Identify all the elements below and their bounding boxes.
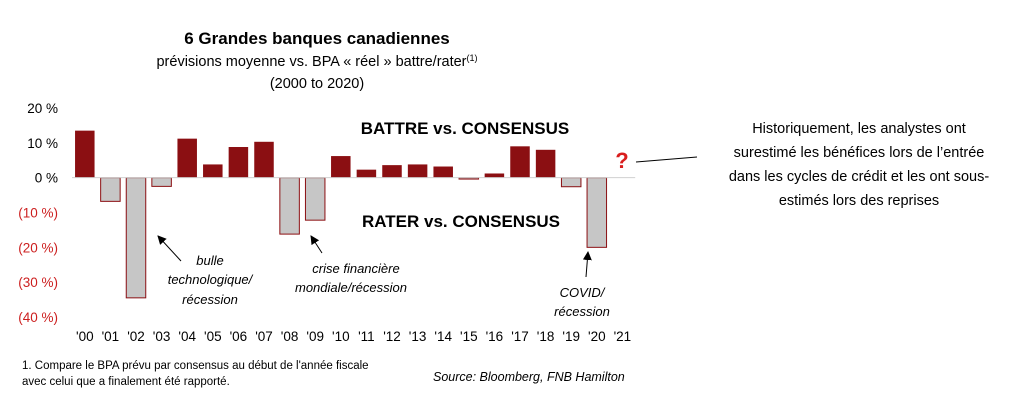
- annotation-bubble-2: technologique/: [168, 272, 254, 287]
- bar: [484, 173, 505, 178]
- side-note-line-1: Historiquement, les analystes ont: [752, 121, 966, 137]
- x-tick-label: '09: [306, 329, 324, 344]
- bar: [433, 166, 453, 178]
- bar: [382, 165, 402, 178]
- y-tick-label: (40 %): [18, 310, 58, 325]
- y-tick-label: 20 %: [27, 101, 58, 116]
- source-note: Source: Bloomberg, FNB Hamilton: [433, 370, 625, 384]
- x-tick-label: '08: [281, 329, 299, 344]
- bar: [510, 146, 530, 178]
- annotation-crisis-1: crise financière: [312, 261, 399, 276]
- annotation-crisis-2: mondiale/récession: [295, 280, 407, 295]
- annotation-covid-1: COVID/: [560, 285, 606, 300]
- side-note-line-2: surestimé les bénéfices lors de l’entrée: [734, 145, 985, 161]
- bars: [75, 130, 608, 299]
- bar: [407, 164, 428, 178]
- x-tick-label: '07: [255, 329, 273, 344]
- side-note-line-4: estimés lors des reprises: [779, 193, 939, 209]
- x-tick-label: '14: [434, 329, 452, 344]
- bar: [535, 149, 556, 178]
- footnote-line-2: avec celui que a finalement été rapporté…: [22, 376, 230, 388]
- x-tick-label: '21: [614, 329, 632, 344]
- bar: [356, 169, 377, 178]
- bar: [279, 177, 300, 235]
- covid-arrow: [582, 251, 592, 278]
- x-tick-label: '03: [153, 329, 171, 344]
- chart-subtitle-text: prévisions moyenne vs. BPA « réel » batt…: [156, 54, 466, 70]
- y-axis-ticks: 20 % 10 % 0 % (10 %) (20 %) (30 %) (40 %): [18, 101, 58, 325]
- chart-period: (2000 to 2020): [270, 76, 364, 92]
- annotation-covid-2: récession: [554, 304, 610, 319]
- y-tick-label: (10 %): [18, 206, 58, 221]
- x-tick-label: '17: [511, 329, 529, 344]
- bar: [254, 141, 274, 178]
- y-tick-label: 0 %: [35, 171, 58, 186]
- x-tick-label: '12: [383, 329, 401, 344]
- x-axis-ticks: '00 '01 '02 '03 '04 '05 '06 '07 '08 '09 '10 '11 '12 '…: [76, 329, 631, 344]
- footnote-line-1: 1. Compare le BPA prévu par consensus au…: [22, 360, 369, 372]
- bar: [100, 177, 121, 202]
- x-tick-label: '11: [358, 329, 375, 344]
- bar: [560, 177, 582, 188]
- x-tick-label: '10: [332, 329, 350, 344]
- y-tick-label: (20 %): [18, 240, 58, 255]
- bar: [203, 164, 223, 178]
- bar: [125, 177, 147, 299]
- question-mark: ?: [615, 148, 628, 173]
- x-tick-label: '01: [102, 329, 120, 344]
- annotation-bubble-1: bulle: [196, 253, 223, 268]
- side-note-connector: [635, 156, 698, 163]
- bar: [304, 177, 326, 221]
- beat-consensus-label: BATTRE vs. CONSENSUS: [361, 119, 569, 138]
- x-tick-label: '02: [127, 329, 145, 344]
- x-tick-label: '00: [76, 329, 94, 344]
- x-tick-label: '16: [486, 329, 504, 344]
- bubble-arrow: [157, 235, 182, 262]
- x-tick-label: '13: [409, 329, 427, 344]
- x-tick-label: '04: [178, 329, 196, 344]
- bar: [228, 147, 249, 178]
- y-tick-label: 10 %: [27, 136, 58, 151]
- x-tick-label: '05: [204, 329, 222, 344]
- side-note-line-3: dans les cycles de crédit et les ont sou…: [729, 169, 989, 185]
- chart-title: 6 Grandes banques canadiennes: [184, 29, 449, 48]
- y-tick-label: (30 %): [18, 275, 58, 290]
- x-tick-label: '18: [537, 329, 555, 344]
- x-tick-label: '20: [588, 329, 606, 344]
- crisis-arrow: [310, 235, 323, 254]
- bar: [75, 130, 95, 178]
- bar: [177, 138, 197, 178]
- bar: [331, 156, 351, 178]
- x-tick-label: '06: [230, 329, 248, 344]
- chart-subtitle: prévisions moyenne vs. BPA « réel » batt…: [156, 53, 477, 70]
- miss-consensus-label: RATER vs. CONSENSUS: [362, 212, 560, 231]
- bar: [151, 177, 172, 187]
- bar: [586, 177, 608, 248]
- x-tick-label: '19: [562, 329, 580, 344]
- x-tick-label: '15: [460, 329, 478, 344]
- annotation-bubble-3: récession: [182, 292, 238, 307]
- chart-subtitle-superscript: (1): [467, 53, 478, 63]
